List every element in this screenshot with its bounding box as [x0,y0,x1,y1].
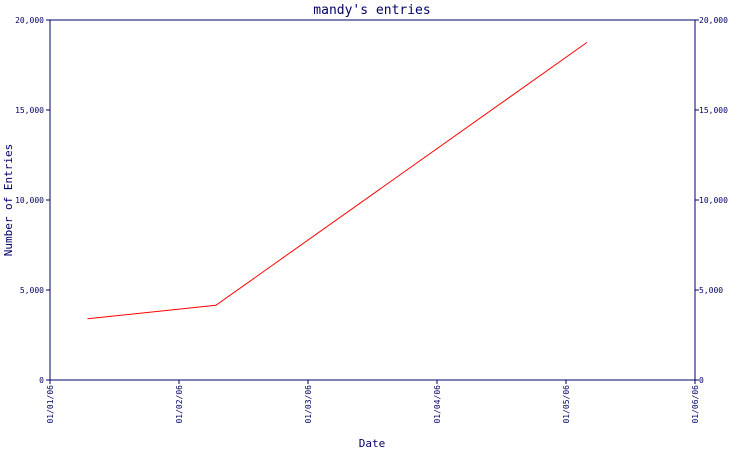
y-tick-label-right: 20,000 [699,16,728,25]
x-tick-label: 01/06/06 [691,385,700,424]
y-axis-label: Number of Entries [2,144,15,257]
series-group [87,42,588,320]
chart-title: mandy's entries [313,3,430,18]
x-tick-label: 01/05/06 [562,385,571,424]
y-tick-label-right: 0 [699,376,704,385]
y-tick-label-left: 20,000 [15,16,44,25]
y-axis-left: 0 5,000 10,000 15,000 20,000 [15,16,50,385]
series-line [87,42,588,320]
y-tick-label-right: 15,000 [699,106,728,115]
x-tick-label: 01/02/06 [175,385,184,424]
x-tick-label: 01/04/06 [433,385,442,424]
plot-area-frame [49,19,696,381]
x-tick-label: 01/01/06 [46,385,55,424]
y-tick-label-right: 10,000 [699,196,728,205]
y-tick-label-left: 10,000 [15,196,44,205]
x-axis-label: Date [359,437,386,450]
y-tick-label-left: 15,000 [15,106,44,115]
y-tick-label-left: 5,000 [20,286,44,295]
y-tick-label-right: 5,000 [699,286,723,295]
y-axis-right: 0 5,000 10,000 15,000 20,000 [695,16,728,385]
x-tick-label: 01/03/06 [304,385,313,424]
y-tick-label-left: 0 [39,376,44,385]
x-axis: 01/01/06 01/02/06 01/03/06 01/04/06 01/05/06… [46,380,700,424]
